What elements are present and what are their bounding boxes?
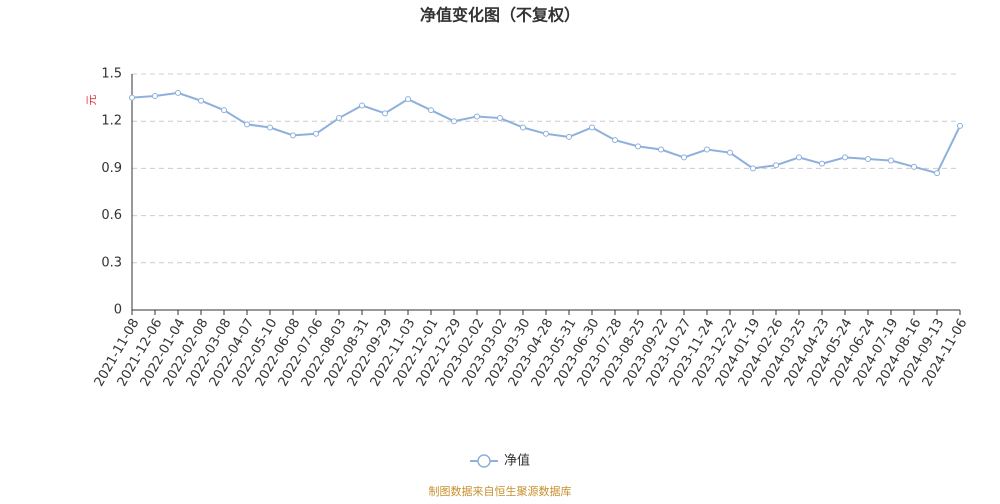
data-point <box>405 96 411 103</box>
data-point <box>612 137 618 144</box>
data-point <box>773 162 779 169</box>
data-point <box>520 124 526 131</box>
data-point <box>290 132 296 139</box>
data-point <box>451 118 457 125</box>
data-point <box>359 102 365 109</box>
data-point <box>704 146 710 153</box>
data-point <box>474 113 480 120</box>
data-point <box>658 146 664 153</box>
data-point <box>336 115 342 122</box>
data-point <box>911 163 917 170</box>
source-note: 制图数据来自恒生聚源数据库 <box>429 484 572 498</box>
data-point <box>221 107 227 114</box>
y-tick-label: 1.5 <box>101 67 122 82</box>
y-tick-label: 0.3 <box>101 255 122 270</box>
y-tick-label: 1.2 <box>101 114 122 129</box>
chart-title: 净值变化图（不复权） <box>420 6 580 25</box>
legend-label: 净值 <box>504 453 530 469</box>
data-point <box>313 130 319 137</box>
data-point <box>129 94 135 101</box>
data-point <box>428 107 434 114</box>
y-tick-label: 0 <box>114 303 122 318</box>
data-point <box>497 115 503 122</box>
data-point <box>819 160 825 167</box>
data-point <box>175 89 181 96</box>
data-point <box>888 157 894 164</box>
y-tick-label: 0.9 <box>101 161 122 176</box>
data-point <box>842 154 848 161</box>
data-point <box>152 93 158 100</box>
data-point <box>750 165 756 172</box>
data-point <box>796 154 802 161</box>
data-point <box>865 155 871 162</box>
y-tick-label: 0.6 <box>101 208 122 223</box>
data-point <box>957 122 963 129</box>
data-point <box>635 143 641 150</box>
data-point <box>589 124 595 131</box>
data-point <box>543 130 549 137</box>
data-point <box>244 121 250 128</box>
data-point <box>198 97 204 104</box>
y-axis-label: 元 <box>85 95 98 106</box>
data-point <box>382 110 388 117</box>
data-point <box>681 154 687 161</box>
legend-marker <box>477 454 491 468</box>
data-point <box>566 133 572 140</box>
data-point <box>934 170 940 177</box>
data-point <box>267 124 273 131</box>
data-point <box>727 149 733 156</box>
